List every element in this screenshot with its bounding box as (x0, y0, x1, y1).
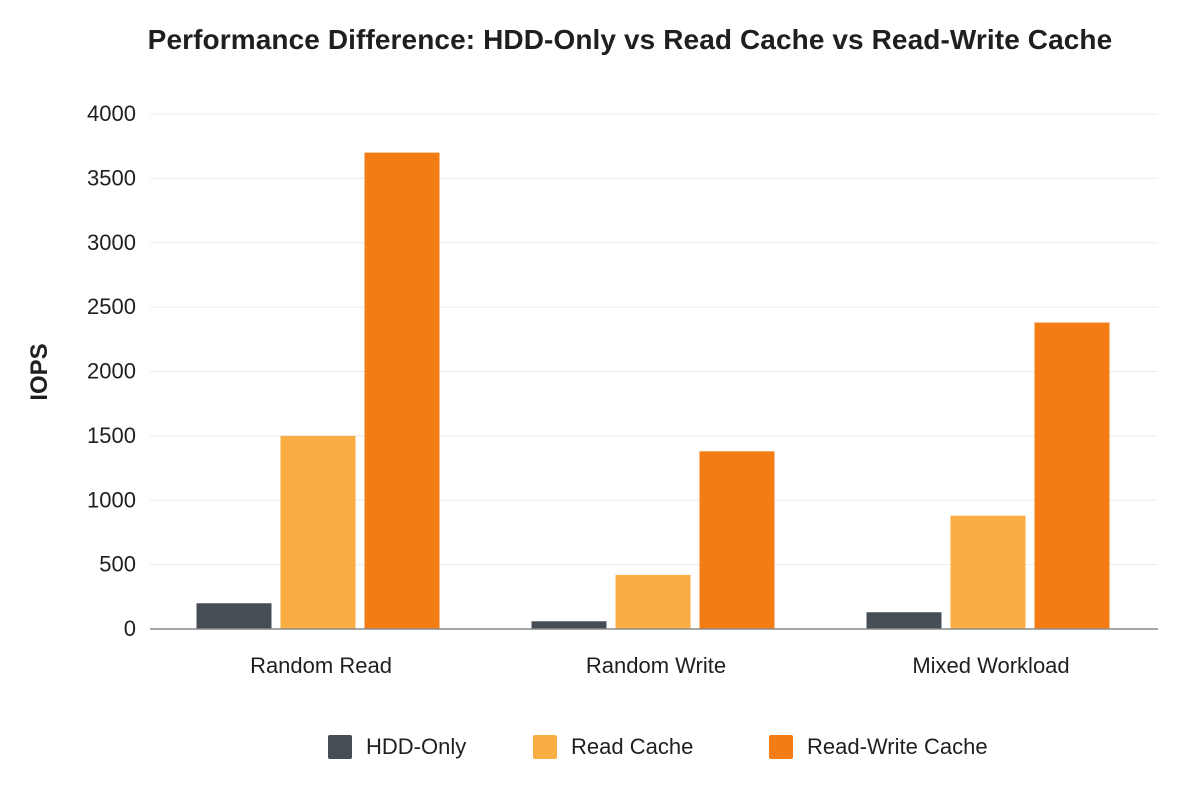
legend-swatch-hdd-only (328, 735, 352, 759)
legend-swatch-read-write-cache (769, 735, 793, 759)
x-tick-label-random-write: Random Write (586, 653, 726, 678)
bar-mixed-workload-hdd-only (866, 612, 942, 629)
y-tick-label: 1000 (87, 487, 136, 512)
legend-item-hdd-only: HDD-Only (328, 730, 466, 764)
bar-random-read-read-write-cache (364, 152, 440, 629)
chart-title: Performance Difference: HDD-Only vs Read… (147, 24, 1113, 55)
y-axis-tick-labels: 0 500 1000 1500 2000 2500 3000 3500 4000 (87, 101, 136, 641)
bar-random-read-read-cache (280, 435, 356, 629)
y-tick-label: 2000 (87, 359, 136, 384)
legend-label-read-write-cache: Read-Write Cache (807, 734, 988, 759)
x-tick-label-random-read: Random Read (250, 653, 392, 678)
bar-random-write-read-write-cache (699, 451, 775, 629)
x-tick-label-mixed-workload: Mixed Workload (912, 653, 1069, 678)
y-tick-label: 4000 (87, 101, 136, 126)
bar-random-read-hdd-only (196, 603, 272, 629)
legend: HDD-Only Read Cache Read-Write Cache (0, 730, 1200, 764)
bar-random-write-read-cache (615, 574, 691, 629)
bars (196, 152, 1110, 629)
y-tick-label: 2500 (87, 294, 136, 319)
legend-label-read-cache: Read Cache (571, 734, 694, 759)
bar-mixed-workload-read-write-cache (1034, 322, 1110, 629)
y-tick-label: 1500 (87, 423, 136, 448)
y-tick-label: 3000 (87, 230, 136, 255)
bar-random-write-hdd-only (531, 621, 607, 629)
legend-label-hdd-only: HDD-Only (366, 734, 467, 759)
y-tick-label: 3500 (87, 165, 136, 190)
y-tick-label: 500 (99, 552, 136, 577)
y-axis-label: IOPS (26, 343, 53, 400)
y-tick-label: 0 (124, 616, 136, 641)
legend-item-read-write-cache: Read-Write Cache (769, 730, 988, 764)
bar-mixed-workload-read-cache (950, 515, 1026, 629)
legend-item-read-cache: Read Cache (533, 730, 693, 764)
legend-swatch-read-cache (533, 735, 557, 759)
x-axis-tick-labels: Random Read Random Write Mixed Workload (250, 653, 1070, 678)
